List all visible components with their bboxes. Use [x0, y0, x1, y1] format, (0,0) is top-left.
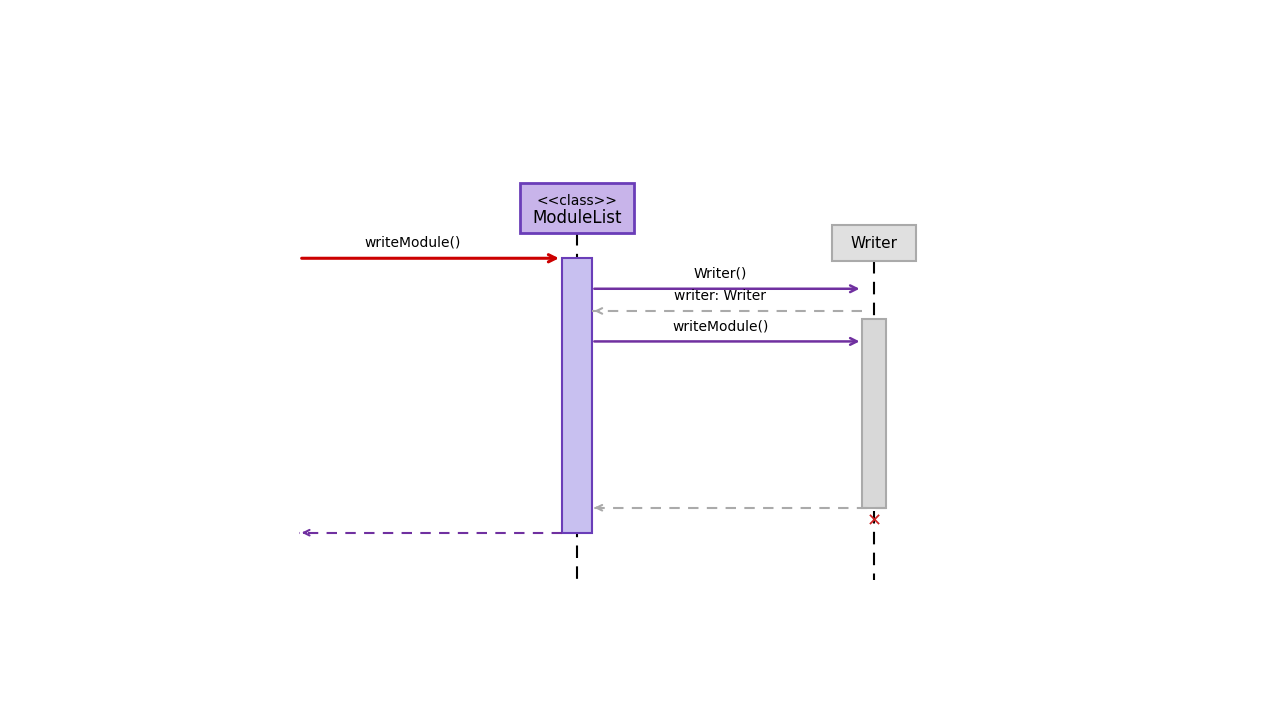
Text: ModuleList: ModuleList — [532, 210, 621, 228]
Text: writer: Writer: writer: Writer — [675, 289, 767, 302]
Text: ✕: ✕ — [867, 513, 882, 531]
Bar — [832, 225, 916, 261]
Bar — [562, 258, 591, 533]
Text: Writer: Writer — [851, 235, 897, 251]
Text: writeModule(): writeModule() — [672, 319, 769, 333]
Bar — [863, 319, 886, 508]
Bar — [520, 184, 634, 233]
Text: <<class>>: <<class>> — [536, 194, 617, 208]
Text: Writer(): Writer() — [694, 266, 748, 280]
Text: writeModule(): writeModule() — [365, 236, 461, 250]
